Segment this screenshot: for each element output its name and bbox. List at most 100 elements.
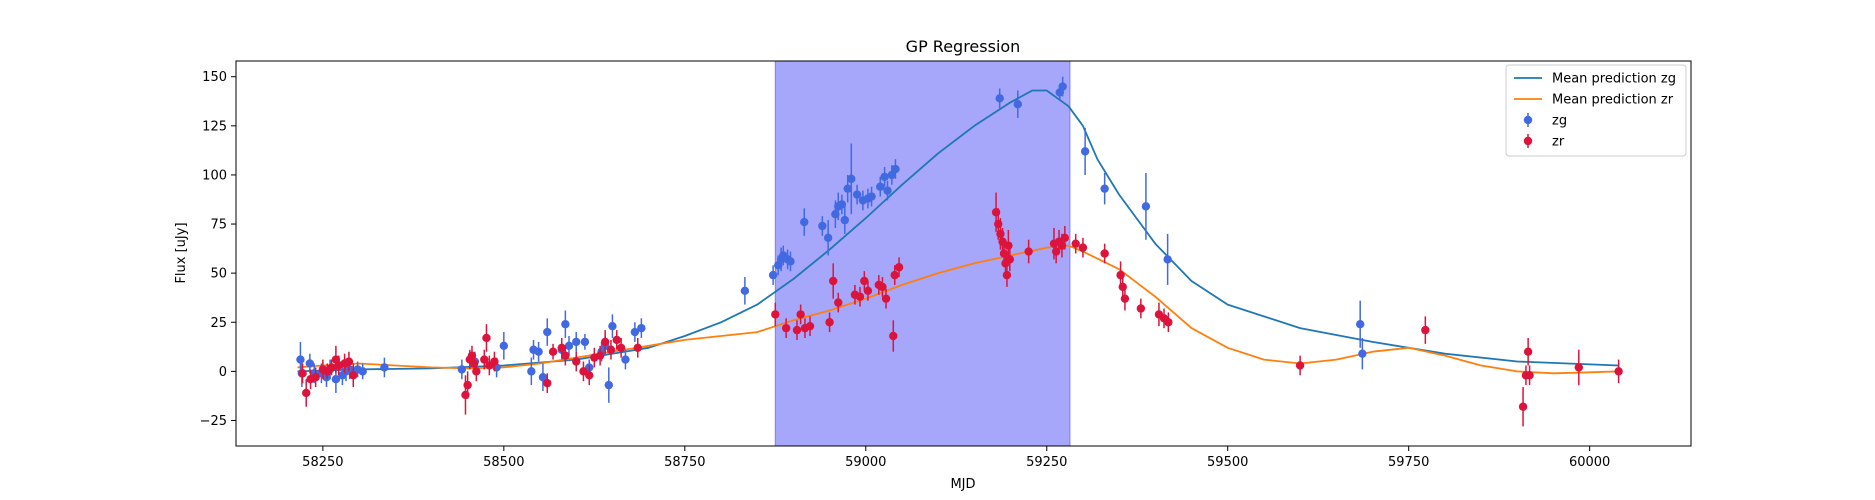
data-point-zr bbox=[302, 388, 311, 398]
data-point-zr bbox=[781, 323, 791, 333]
legend-swatch-zr-marker bbox=[1523, 136, 1533, 146]
chart-title: GP Regression bbox=[906, 37, 1021, 56]
data-point-zg bbox=[1358, 349, 1367, 358]
data-point-zg bbox=[296, 355, 305, 364]
y-tick-label: 25 bbox=[210, 316, 227, 331]
data-point-zr bbox=[490, 357, 499, 366]
data-point-zg bbox=[358, 367, 367, 376]
data-point-zg bbox=[630, 327, 640, 337]
data-point-zr bbox=[1523, 347, 1533, 356]
data-point-zr bbox=[600, 337, 610, 347]
x-tick-label: 60000 bbox=[1569, 455, 1610, 470]
x-tick-label: 58750 bbox=[664, 455, 705, 470]
data-point-zr bbox=[1057, 241, 1067, 250]
data-point-zg bbox=[876, 182, 885, 191]
data-point-zg bbox=[818, 221, 827, 231]
y-tick-label: 150 bbox=[202, 70, 227, 85]
data-point-zg bbox=[786, 257, 795, 266]
data-point-zg bbox=[543, 327, 552, 337]
data-point-zg bbox=[1058, 82, 1067, 91]
series-line-zr bbox=[297, 244, 1619, 375]
data-point-zr bbox=[1060, 233, 1070, 242]
legend-label-zg: zg bbox=[1552, 114, 1567, 129]
data-point-zr bbox=[327, 363, 336, 372]
data-point-zg bbox=[608, 321, 617, 331]
data-point-zr bbox=[863, 286, 873, 296]
data-point-zg bbox=[604, 380, 613, 390]
y-tick-label: 100 bbox=[202, 168, 227, 183]
data-point-zg bbox=[561, 320, 570, 329]
y-tick-label: −25 bbox=[200, 414, 227, 429]
data-point-zg bbox=[534, 347, 543, 356]
data-point-zr bbox=[572, 357, 581, 366]
data-point-zg bbox=[1163, 255, 1172, 264]
data-point-zg bbox=[847, 174, 856, 184]
data-point-zr bbox=[881, 294, 891, 303]
data-point-zg bbox=[1013, 100, 1022, 109]
data-point-zg bbox=[880, 172, 889, 182]
axes-frame bbox=[235, 60, 1692, 447]
x-tick-label: 58500 bbox=[483, 455, 524, 470]
data-point-zg bbox=[637, 323, 646, 333]
data-point-zg bbox=[867, 192, 876, 201]
data-point-zr bbox=[1078, 243, 1088, 252]
y-tick-label: 50 bbox=[210, 267, 227, 282]
data-point-zr bbox=[461, 390, 470, 400]
data-point-zr bbox=[1295, 361, 1305, 370]
data-point-zg bbox=[380, 363, 389, 372]
data-point-zr bbox=[1004, 241, 1013, 250]
legend-label-zr: zr bbox=[1552, 135, 1565, 150]
plot-area: 58250 58500 58750 59000 59250 59500 59750 60000… bbox=[200, 60, 1692, 470]
data-point-zg bbox=[891, 164, 900, 174]
y-axis-title: Flux [uJy] bbox=[174, 222, 189, 283]
data-point-zg bbox=[572, 337, 581, 347]
data-point-zr bbox=[606, 345, 616, 354]
data-point-zr bbox=[561, 351, 570, 360]
data-point-zr bbox=[829, 276, 838, 286]
y-tick-label: 0 bbox=[219, 365, 227, 380]
data-point-zr bbox=[994, 219, 1003, 229]
data-point-zg bbox=[538, 373, 548, 382]
data-point-zr bbox=[792, 325, 802, 335]
x-tick-label: 59000 bbox=[845, 455, 886, 470]
data-point-zr bbox=[557, 343, 566, 352]
y-tick-label: 125 bbox=[202, 119, 227, 134]
data-point-zg bbox=[800, 217, 809, 227]
data-point-zr bbox=[889, 331, 898, 341]
data-point-zg bbox=[837, 200, 847, 209]
data-point-zr bbox=[1051, 247, 1061, 256]
data-point-zr bbox=[1002, 270, 1012, 280]
data-point-zr bbox=[1421, 325, 1430, 335]
data-point-zr bbox=[463, 380, 472, 390]
legend-label-zg-line: Mean prediction zg bbox=[1552, 72, 1676, 87]
data-point-zg bbox=[1355, 320, 1365, 329]
data-point-zr bbox=[612, 335, 621, 345]
x-tick-label: 59250 bbox=[1026, 455, 1067, 470]
data-point-zr bbox=[469, 359, 479, 368]
data-point-zr bbox=[472, 367, 481, 376]
data-point-zg bbox=[1141, 202, 1151, 211]
data-point-zr bbox=[1614, 367, 1623, 376]
data-point-zr bbox=[834, 298, 843, 307]
data-point-zg bbox=[995, 94, 1004, 103]
data-point-zr bbox=[633, 343, 642, 352]
data-point-zg bbox=[305, 359, 315, 368]
data-point-zr bbox=[1005, 255, 1015, 264]
data-point-zr bbox=[1024, 247, 1033, 256]
data-point-zg bbox=[580, 337, 590, 347]
data-point-zg bbox=[1080, 147, 1090, 156]
data-point-zr bbox=[796, 310, 805, 319]
data-point-zg bbox=[564, 341, 574, 351]
data-point-zr bbox=[890, 270, 899, 280]
data-point-zr bbox=[311, 373, 320, 382]
data-point-zr bbox=[616, 343, 626, 352]
data-point-zr bbox=[1120, 294, 1130, 303]
data-point-zr bbox=[349, 371, 358, 380]
data-point-zg bbox=[840, 215, 849, 225]
data-point-zr bbox=[1116, 270, 1125, 280]
data-point-zg bbox=[499, 341, 509, 351]
data-point-zr bbox=[1071, 239, 1080, 248]
data-point-zr bbox=[805, 321, 815, 331]
data-point-zr bbox=[1136, 304, 1146, 313]
